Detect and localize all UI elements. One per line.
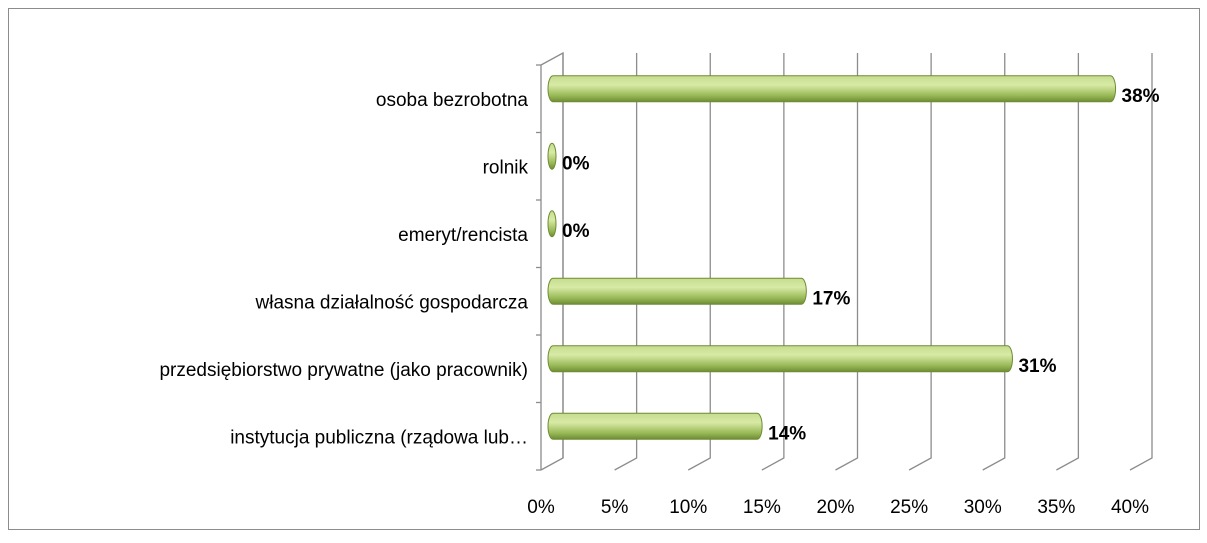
x-tick-label: 0% bbox=[527, 497, 555, 518]
x-tick-label: 25% bbox=[890, 497, 928, 518]
value-label: 14% bbox=[768, 423, 806, 444]
grid-line bbox=[1129, 53, 1153, 471]
value-label: 17% bbox=[812, 288, 850, 309]
x-tick-label: 10% bbox=[669, 497, 707, 518]
value-label: 31% bbox=[1018, 356, 1056, 377]
value-label: 38% bbox=[1122, 86, 1160, 107]
value-label: 0% bbox=[562, 221, 590, 242]
grid-line bbox=[908, 53, 932, 471]
x-tick-label: 35% bbox=[1037, 497, 1075, 518]
x-tick-label: 30% bbox=[964, 497, 1002, 518]
bar bbox=[547, 75, 1117, 103]
y-tick-label: rolnik bbox=[483, 157, 529, 178]
grid-line bbox=[1056, 53, 1080, 471]
grid-line bbox=[540, 53, 564, 471]
y-tick-label: instytucja publiczna (rządowa lub… bbox=[230, 427, 528, 448]
y-tick-label: przedsiębiorstwo prywatne (jako pracowni… bbox=[159, 360, 528, 381]
y-tick-label: własna działalność gospodarcza bbox=[255, 292, 529, 313]
bar bbox=[547, 277, 807, 305]
x-tick-label: 40% bbox=[1111, 497, 1149, 518]
x-tick-label: 5% bbox=[601, 497, 629, 518]
grid-line bbox=[761, 53, 785, 471]
plot: 0% 5% 10% 15% 20% 25% 30% 35% 40% osoba bezrobotn… bbox=[159, 51, 1160, 518]
x-tick-label: 15% bbox=[743, 497, 781, 518]
grid-line bbox=[614, 53, 638, 471]
bar bbox=[547, 210, 557, 238]
y-tick-label: osoba bezrobotna bbox=[376, 90, 529, 111]
y-tick-label: emeryt/rencista bbox=[398, 225, 528, 246]
grid-line bbox=[982, 53, 1006, 471]
grid-line bbox=[687, 53, 711, 471]
x-tick-label: 20% bbox=[816, 497, 854, 518]
value-label: 0% bbox=[562, 153, 590, 174]
grid-line bbox=[835, 53, 859, 471]
bar bbox=[547, 142, 557, 170]
bar bbox=[547, 412, 763, 440]
bar bbox=[547, 345, 1013, 373]
